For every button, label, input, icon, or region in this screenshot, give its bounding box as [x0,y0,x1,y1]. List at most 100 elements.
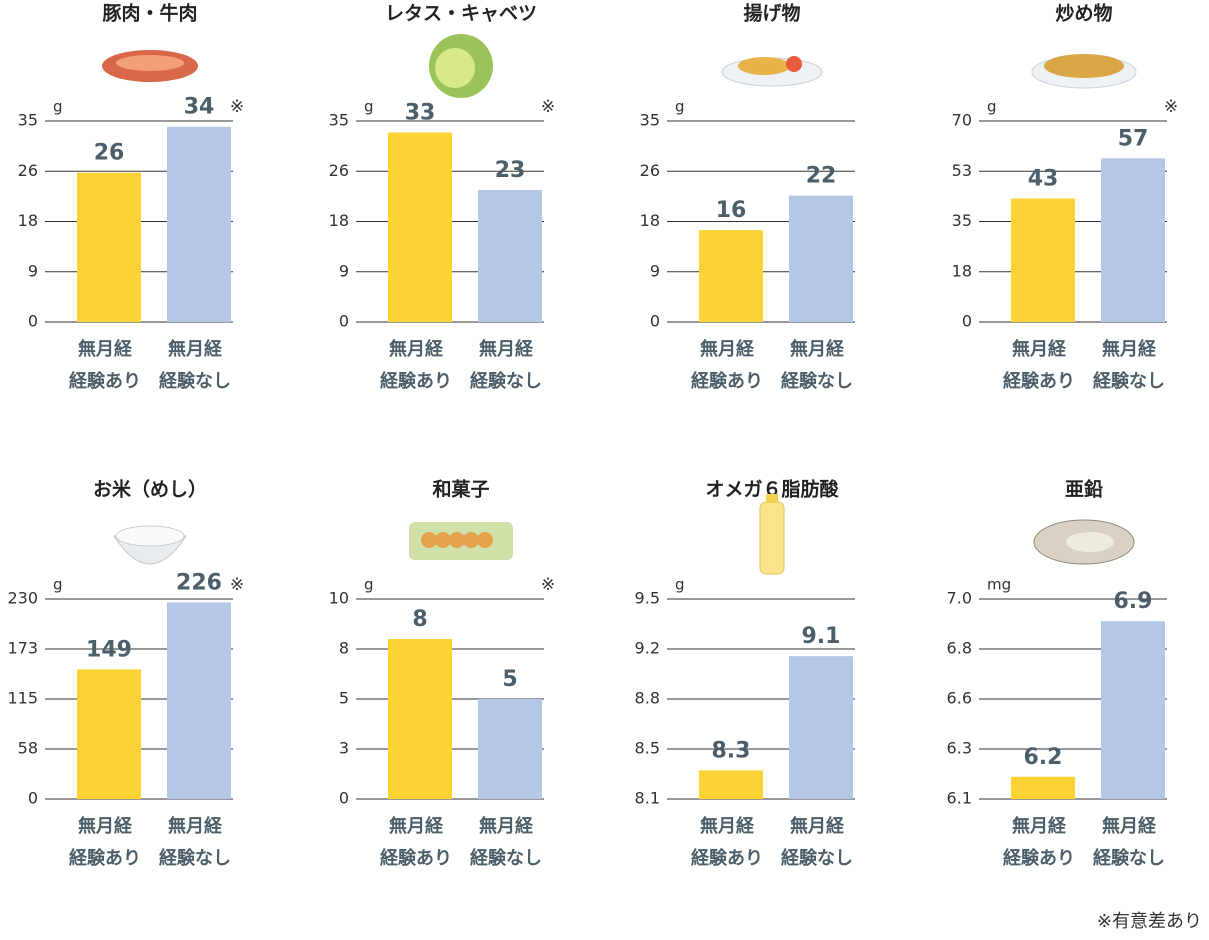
y-tick-label: 6.8 [947,639,972,658]
x-tick-label: 無月経 [1102,338,1157,360]
bar [699,770,763,799]
x-tick-label: 無月経 [790,815,845,837]
icon [435,48,475,88]
y-tick-label: 6.1 [947,789,972,808]
value-label: 226 [176,570,222,595]
y-tick-label: 173 [7,639,38,658]
unit-label: g [364,576,374,594]
x-tick-label: 経験あり [1003,370,1075,392]
value-label: 5 [502,667,517,692]
bar [167,602,231,799]
y-tick-label: 58 [18,739,38,758]
bar [388,639,452,799]
significance-mark: ※ [230,97,244,117]
value-label: 8.3 [712,738,751,763]
y-tick-label: 0 [339,312,349,331]
significance-mark: ※ [230,575,244,595]
y-tick-label: 8 [339,639,349,658]
icon [1044,54,1124,78]
value-label: 149 [86,637,132,662]
y-tick-label: 26 [329,161,349,180]
bar [699,230,763,322]
x-tick-label: 経験なし [470,370,542,392]
food-icon [113,525,187,565]
y-tick-label: 0 [28,312,38,331]
value-label: 9.1 [802,624,841,649]
chart-title: 亜鉛 [1065,478,1103,501]
y-tick-label: 6.6 [947,689,972,708]
y-tick-label: 18 [329,211,349,230]
y-tick-label: 70 [952,111,972,130]
chart-title: お米（めし） [93,478,207,501]
y-tick-label: 35 [640,111,660,130]
bar [478,189,542,322]
unit-label: g [987,98,997,116]
significance-mark: ※ [1164,97,1178,117]
x-tick-label: 経験あり [69,370,141,392]
x-tick-label: 無月経 [700,338,755,360]
unit-label: mg [987,576,1011,594]
x-tick-label: 経験あり [691,370,763,392]
y-tick-label: 35 [329,111,349,130]
chart-title: レタス・キャベツ [385,3,537,25]
icon [1066,532,1114,552]
x-tick-label: 無月経 [1012,815,1067,837]
icon [449,532,465,548]
y-tick-label: 53 [952,161,972,180]
x-tick-label: 無月経 [78,815,133,837]
value-label: 23 [495,158,526,183]
bar [789,195,853,322]
food-icon [102,50,198,82]
icon [435,532,451,548]
x-tick-label: 無月経 [78,338,133,360]
value-label: 8 [412,607,427,632]
significance-mark: ※ [541,575,555,595]
value-label: 16 [716,198,747,223]
chart-title: 和菓子 [432,478,489,501]
unit-label: g [675,98,685,116]
icon [115,525,185,547]
bar [478,699,542,799]
y-tick-label: 6.3 [947,739,972,758]
x-tick-label: 無月経 [479,338,534,360]
x-tick-label: 経験あり [380,847,452,869]
value-label: 57 [1118,126,1149,151]
icon [766,494,778,503]
y-tick-label: 18 [952,261,972,280]
icon [421,532,437,548]
y-tick-label: 9 [339,261,349,280]
x-tick-label: 経験なし [159,847,231,869]
x-tick-label: 経験あり [691,847,763,869]
y-tick-label: 9 [650,261,660,280]
icon [116,55,184,71]
y-tick-label: 0 [28,789,38,808]
bar [388,132,452,322]
y-tick-label: 0 [339,789,349,808]
bar [167,126,231,322]
x-tick-label: 経験なし [470,847,542,869]
bar [1101,158,1165,322]
x-tick-label: 経験なし [159,370,231,392]
food-icon [721,56,823,87]
x-tick-label: 無月経 [790,338,845,360]
x-tick-label: 経験あり [380,370,452,392]
x-tick-label: 無月経 [168,338,223,360]
value-label: 22 [806,164,837,189]
unit-label: g [53,98,63,116]
icon [738,57,790,75]
unit-label: g [364,98,374,116]
icon [759,501,785,575]
y-tick-label: 0 [650,312,660,331]
value-label: 6.2 [1024,745,1063,770]
y-tick-label: 35 [18,111,38,130]
food-icon [429,34,493,98]
x-tick-label: 経験なし [781,847,853,869]
x-tick-label: 無月経 [389,815,444,837]
y-tick-label: 115 [7,689,38,708]
